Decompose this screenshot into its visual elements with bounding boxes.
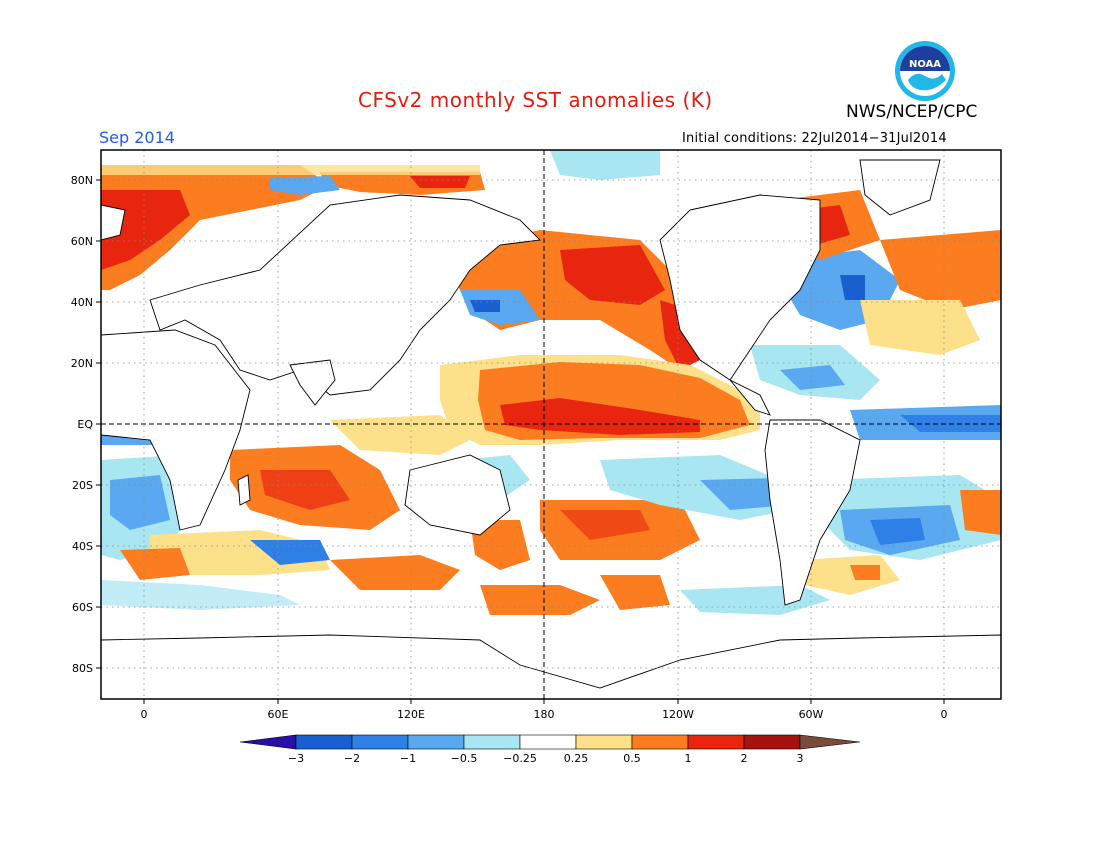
colorbar-labels: −3 −2 −1 −0.5 −0.25 0.25 0.5 1 2 3 xyxy=(288,752,804,765)
valid-month-label: Sep 2014 xyxy=(99,128,175,147)
lon-label-0: 0 xyxy=(141,708,148,721)
colorbar-label: −1 xyxy=(400,752,416,765)
colorbar-bin xyxy=(351,734,409,750)
lat-label-60s: 60S xyxy=(72,601,93,614)
lat-label-eq: EQ xyxy=(77,418,93,431)
lat-label-60n: 60N xyxy=(71,235,93,248)
latitude-labels: 80N 60N 40N 20N EQ 20S 40S 60S 80S xyxy=(71,174,94,675)
colorbar-bin xyxy=(407,734,465,750)
colorbar-low-arrow xyxy=(239,734,297,750)
colorbar-label: 0.25 xyxy=(564,752,589,765)
lat-label-20s: 20S xyxy=(72,479,93,492)
lat-label-40n: 40N xyxy=(71,296,93,309)
continents xyxy=(101,159,1001,699)
lat-label-80s: 80S xyxy=(72,662,93,675)
colorbar-label: 1 xyxy=(685,752,692,765)
colorbar-bin xyxy=(463,734,521,750)
initial-conditions-label: Initial conditions: 22Jul2014−31Jul2014 xyxy=(682,131,947,146)
colorbar-label: −0.25 xyxy=(503,752,537,765)
lon-label-60e: 60E xyxy=(268,708,289,721)
lon-label-120w: 120W xyxy=(662,708,694,721)
colorbar-label: −3 xyxy=(288,752,304,765)
colorbar-label: 0.5 xyxy=(623,752,641,765)
lat-label-80n: 80N xyxy=(71,174,93,187)
lon-label-120e: 120E xyxy=(397,708,425,721)
noaa-logo-text: NOAA xyxy=(909,59,941,70)
colorbar-label: −0.5 xyxy=(451,752,478,765)
colorbar-bin xyxy=(295,734,353,750)
lat-label-20n: 20N xyxy=(71,357,93,370)
lon-label-180: 180 xyxy=(534,708,555,721)
colorbar-bin xyxy=(575,734,633,750)
colorbar-bin xyxy=(687,734,745,750)
colorbar-label: 2 xyxy=(741,752,748,765)
colorbar-bin xyxy=(743,734,801,750)
graticule xyxy=(101,150,1001,699)
reference-lines xyxy=(101,150,1001,699)
lon-label-60w: 60W xyxy=(799,708,824,721)
colorbar xyxy=(239,734,861,750)
colorbar-label: −2 xyxy=(344,752,360,765)
tick-marks xyxy=(96,179,945,704)
lon-label-0-east: 0 xyxy=(941,708,948,721)
organization-label: NWS/NCEP/CPC xyxy=(846,102,978,122)
colorbar-high-arrow xyxy=(799,734,861,750)
colorbar-label: 3 xyxy=(797,752,804,765)
colorbar-bin xyxy=(519,734,577,750)
longitude-labels: 0 60E 120E 180 120W 60W 0 xyxy=(141,708,948,721)
map-title: CFSv2 monthly SST anomalies (K) xyxy=(358,88,713,112)
colorbar-bin xyxy=(631,734,689,750)
noaa-logo: NOAA xyxy=(895,41,955,101)
lat-label-40s: 40S xyxy=(72,540,93,553)
